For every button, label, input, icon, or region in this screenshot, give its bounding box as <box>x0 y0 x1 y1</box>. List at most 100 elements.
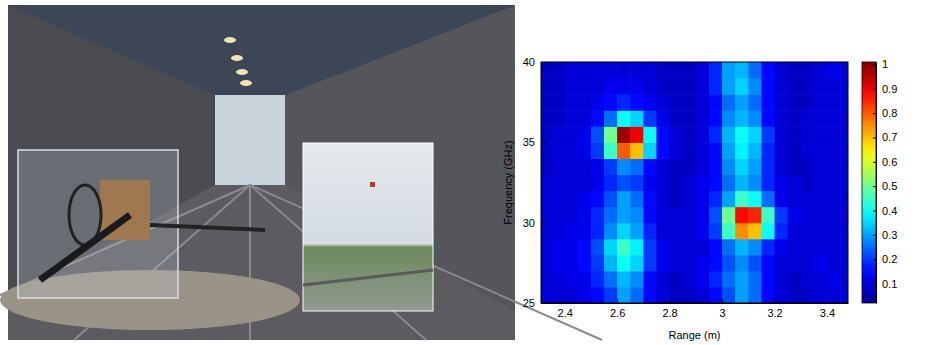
heatmap-cell <box>801 174 815 191</box>
heatmap-cell <box>827 174 841 191</box>
heatmap-cell <box>578 94 592 111</box>
heatmap-cell <box>775 207 789 224</box>
heatmap-cell <box>683 271 697 288</box>
heatmap-cell <box>630 142 644 159</box>
heatmap-cell <box>748 158 762 175</box>
x-tick-mark <box>565 299 566 303</box>
heatmap-cell <box>565 62 579 79</box>
heatmap-cell <box>722 158 736 175</box>
heatmap-cell <box>827 223 841 240</box>
y-tick-label: 40 <box>523 56 535 68</box>
heatmap-cell <box>722 94 736 111</box>
colorbar-tick-mark <box>873 162 876 163</box>
heatmap-cell <box>788 94 802 111</box>
heatmap-cell <box>801 158 815 175</box>
heatmap-cell <box>827 239 841 256</box>
heatmap-cell <box>722 191 736 208</box>
colorbar-tick-label: 0.5 <box>882 180 897 192</box>
heatmap-cell <box>565 287 579 303</box>
heatmap-cell <box>801 255 815 272</box>
colorbar-tick: 0.9 <box>873 83 897 95</box>
heatmap-cell <box>617 207 631 224</box>
heatmap-cell <box>827 158 841 175</box>
heatmap-cell <box>788 207 802 224</box>
colorbar-tick: 0.6 <box>873 156 897 168</box>
photo-inset <box>303 143 433 311</box>
heatmap-cell <box>578 239 592 256</box>
heatmap-cell <box>840 126 848 143</box>
heatmap-cell <box>630 126 644 143</box>
heatmap-cell <box>735 271 749 288</box>
colorbar-tick-label: 0.7 <box>882 131 897 143</box>
heatmap-cell <box>722 126 736 143</box>
x-axis-line <box>542 303 849 304</box>
heatmap-cell <box>748 191 762 208</box>
heatmap-cell <box>814 158 828 175</box>
heatmap-cell <box>788 223 802 240</box>
heatmap-cell <box>604 223 618 240</box>
heatmap-cell <box>551 191 565 208</box>
x-tick-label: 2.4 <box>557 307 572 319</box>
heatmap-cell <box>656 174 670 191</box>
heatmap-cell <box>643 223 657 240</box>
colorbar-tick-label: 0.8 <box>882 107 897 119</box>
heatmap-cell <box>565 255 579 272</box>
heatmap-cell <box>788 255 802 272</box>
heatmap-cell <box>604 126 618 143</box>
heatmap-cell <box>775 110 789 127</box>
heatmap-cell <box>696 94 710 111</box>
heatmap-cell <box>630 271 644 288</box>
y-tick-label: 25 <box>523 297 535 309</box>
heatmap-cell <box>748 255 762 272</box>
heatmap-cell <box>709 271 723 288</box>
heatmap-cell <box>801 271 815 288</box>
heatmap-cell <box>788 287 802 303</box>
heatmap-cell <box>643 255 657 272</box>
heatmap-cell <box>840 110 848 127</box>
photo-inset-rail <box>303 270 433 285</box>
heatmap-cell <box>630 158 644 175</box>
photo-light <box>236 69 248 75</box>
heatmap-cell <box>551 255 565 272</box>
heatmap-cell <box>696 142 710 159</box>
heatmap-cell <box>591 126 605 143</box>
heatmap-cell <box>735 174 749 191</box>
heatmap-cell <box>604 94 618 111</box>
heatmap-cell <box>604 207 618 224</box>
colorbar-tick-label: 1 <box>882 58 888 70</box>
heatmap-cell <box>670 191 684 208</box>
heatmap-cell <box>775 126 789 143</box>
colorbar-tick: 0.7 <box>873 131 897 143</box>
heatmap-cell <box>617 62 631 79</box>
heatmap-cell <box>565 223 579 240</box>
heatmap-cell <box>604 174 618 191</box>
heatmap-cell <box>551 207 565 224</box>
photo-rail <box>150 225 265 230</box>
x-tick: 3 <box>719 299 725 319</box>
heatmap-cell <box>656 110 670 127</box>
heatmap-cell <box>656 62 670 79</box>
heatmap-cell <box>761 174 775 191</box>
heatmap-cell <box>630 223 644 240</box>
y-tick-label: 30 <box>523 217 535 229</box>
heatmap-cell <box>761 207 775 224</box>
heatmap-cell <box>670 223 684 240</box>
heatmap-cell <box>788 174 802 191</box>
heatmap-cell <box>604 255 618 272</box>
heatmap-cell <box>814 62 828 79</box>
heatmap-cell <box>840 78 848 95</box>
heatmap-cell <box>696 207 710 224</box>
colorbar-tick-label: 0.2 <box>882 253 897 265</box>
heatmap-cell <box>565 142 579 159</box>
colorbar-tick-mark <box>873 186 876 187</box>
heatmap-cell <box>541 287 552 303</box>
x-tick-mark <box>617 299 618 303</box>
heatmap-cell <box>722 239 736 256</box>
colorbar-tick-mark <box>873 64 876 65</box>
heatmap-cell <box>775 191 789 208</box>
heatmap-cell <box>814 287 828 303</box>
heatmap-cell <box>643 126 657 143</box>
heatmap-cell <box>578 110 592 127</box>
y-tick: 40 <box>523 56 545 68</box>
heatmap-cell <box>696 287 710 303</box>
